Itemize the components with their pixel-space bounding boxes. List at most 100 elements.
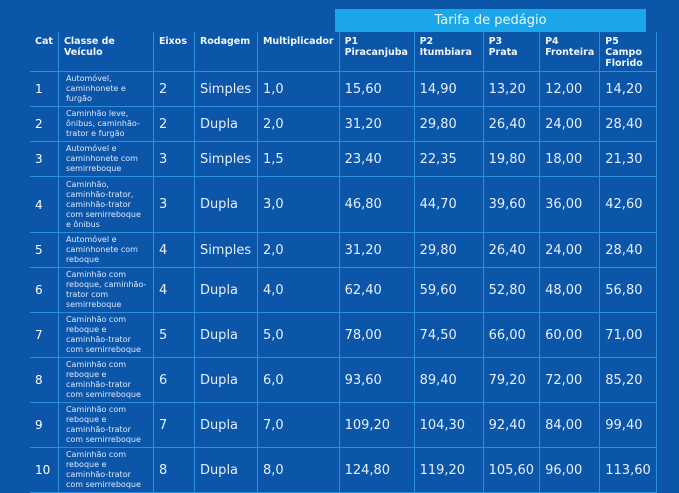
cell-p5: 21,30 (599, 141, 657, 177)
cell-mult: 5,0 (256, 312, 340, 358)
cell-cat: 2 (30, 106, 59, 142)
table-row: 9 Caminhão com reboque e caminhão-trator … (30, 402, 657, 448)
cell-classe: Caminhão com reboque e caminhão-trator c… (57, 402, 154, 448)
cell-cat: 8 (30, 357, 59, 403)
cell-p4: 24,00 (539, 232, 601, 268)
cell-mult: 4,0 (256, 267, 340, 313)
cell-p1: 31,20 (338, 232, 415, 268)
cell-p5: 56,80 (599, 267, 657, 313)
cell-p4: 36,00 (539, 176, 601, 233)
cell-p1: 62,40 (338, 267, 415, 313)
cell-cat: 7 (30, 312, 59, 358)
cell-p1: 78,00 (338, 312, 415, 358)
cell-mult: 6,0 (256, 357, 340, 403)
table-row: 10 Caminhão com reboque e caminhão-trator… (30, 447, 657, 493)
cell-p1: 124,80 (338, 447, 415, 493)
cell-rodagem: Simples (193, 141, 258, 177)
table-row: 3 Automóvel e caminhonete com semirreboqu… (30, 141, 657, 177)
cell-classe: Caminhão, caminhão-trator, caminhão-trat… (57, 176, 154, 233)
cell-p2: 89,40 (413, 357, 484, 403)
column-header: P4 Fronteira (539, 32, 601, 72)
table-row: 1 Automóvel, caminhonete e furgão 2 Simples… (30, 71, 657, 107)
cell-mult: 7,0 (256, 402, 340, 448)
cell-classe: Automóvel, caminhonete e furgão (57, 71, 154, 107)
cell-p3: 66,00 (482, 312, 541, 358)
cell-p1: 46,80 (338, 176, 415, 233)
cell-eixos: 5 (152, 312, 195, 358)
cell-p4: 96,00 (539, 447, 601, 493)
cell-p1: 93,60 (338, 357, 415, 403)
cell-p3: 39,60 (482, 176, 541, 233)
cell-p5: 14,20 (599, 71, 657, 107)
table-row: 4 Caminhão, caminhão-trator, caminhão-tra… (30, 176, 657, 233)
cell-classe: Caminhão leve, ônibus, caminhão-trator e… (57, 106, 154, 142)
cell-mult: 2,0 (256, 232, 340, 268)
cell-eixos: 3 (152, 141, 195, 177)
cell-p2: 119,20 (413, 447, 484, 493)
cell-p3: 26,40 (482, 232, 541, 268)
cell-cat: 5 (30, 232, 59, 268)
table-row: 5 Automóvel e caminhonete com reboque 4 Sim… (30, 232, 657, 268)
cell-eixos: 2 (152, 106, 195, 142)
cell-p3: 26,40 (482, 106, 541, 142)
cell-p5: 99,40 (599, 402, 657, 448)
cell-classe: Caminhão com reboque e caminhão-trator c… (57, 312, 154, 358)
cell-p2: 44,70 (413, 176, 484, 233)
cell-classe: Caminhão com reboque e caminhão-trator c… (57, 357, 154, 403)
column-header: P5 Campo Florido (599, 32, 657, 72)
cell-p2: 59,60 (413, 267, 484, 313)
cell-p2: 74,50 (413, 312, 484, 358)
cell-rodagem: Simples (193, 71, 258, 107)
cell-p1: 31,20 (338, 106, 415, 142)
cell-p5: 28,40 (599, 106, 657, 142)
cell-rodagem: Dupla (193, 357, 258, 403)
column-header: Cat (30, 32, 59, 72)
column-header: Multiplicador (256, 32, 340, 72)
cell-classe: Automóvel e caminhonete com semirreboque (57, 141, 154, 177)
cell-rodagem: Dupla (193, 106, 258, 142)
cell-classe: Automóvel e caminhonete com reboque (57, 232, 154, 268)
column-header: Rodagem (193, 32, 258, 72)
cell-rodagem: Dupla (193, 267, 258, 313)
cell-p1: 109,20 (338, 402, 415, 448)
column-header: P2 Itumbiara (413, 32, 484, 72)
cell-p2: 22,35 (413, 141, 484, 177)
cell-cat: 6 (30, 267, 59, 313)
cell-classe: Caminhão com reboque e caminhão-trator c… (57, 447, 154, 493)
cell-p4: 60,00 (539, 312, 601, 358)
cell-mult: 1,5 (256, 141, 340, 177)
cell-rodagem: Dupla (193, 402, 258, 448)
cell-rodagem: Simples (193, 232, 258, 268)
table-row: 8 Caminhão com reboque e caminhão-trator … (30, 357, 657, 403)
cell-p4: 84,00 (539, 402, 601, 448)
cell-p5: 71,00 (599, 312, 657, 358)
cell-cat: 9 (30, 402, 59, 448)
cell-eixos: 7 (152, 402, 195, 448)
cell-p5: 42,60 (599, 176, 657, 233)
cell-mult: 2,0 (256, 106, 340, 142)
cell-p4: 72,00 (539, 357, 601, 403)
cell-rodagem: Dupla (193, 176, 258, 233)
cell-eixos: 4 (152, 232, 195, 268)
cell-eixos: 4 (152, 267, 195, 313)
cell-p3: 92,40 (482, 402, 541, 448)
cell-eixos: 6 (152, 357, 195, 403)
cell-p4: 18,00 (539, 141, 601, 177)
column-header: P3 Prata (482, 32, 541, 72)
cell-p2: 29,80 (413, 232, 484, 268)
cell-p4: 12,00 (539, 71, 601, 107)
column-header: P1 Piracanjuba (338, 32, 415, 72)
cell-p1: 23,40 (338, 141, 415, 177)
cell-p2: 29,80 (413, 106, 484, 142)
header-row: Cat Classe de Veículo Eixos Rodagem Multipli… (30, 32, 657, 72)
cell-p2: 14,90 (413, 71, 484, 107)
cell-rodagem: Dupla (193, 447, 258, 493)
cell-p3: 52,80 (482, 267, 541, 313)
cell-p5: 28,40 (599, 232, 657, 268)
cell-p2: 104,30 (413, 402, 484, 448)
toll-table: Cat Classe de Veículo Eixos Rodagem Multipli… (30, 32, 657, 493)
cell-cat: 4 (30, 176, 59, 233)
cell-p3: 105,60 (482, 447, 541, 493)
cell-p1: 15,60 (338, 71, 415, 107)
cell-cat: 10 (30, 447, 59, 493)
